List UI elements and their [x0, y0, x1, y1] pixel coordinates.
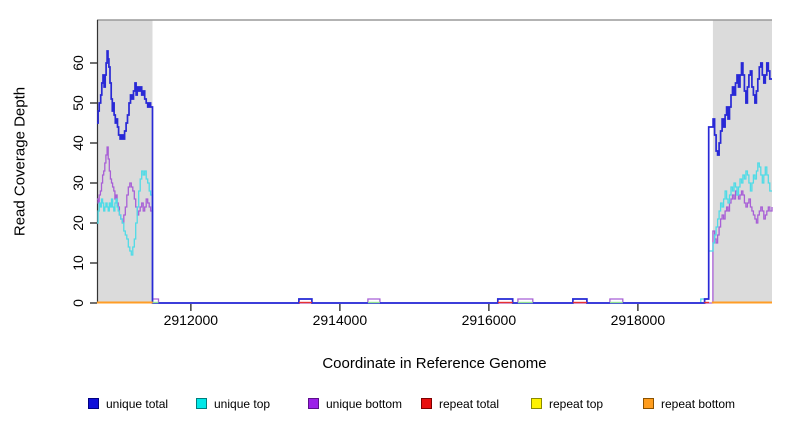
y-tick-label: 30 [70, 175, 86, 191]
legend-swatch-icon [196, 398, 207, 409]
x-tick-label: 2918000 [610, 312, 666, 328]
legend-label: repeat bottom [661, 397, 736, 411]
x-tick-label: 2916000 [461, 312, 517, 328]
y-tick-label: 60 [70, 55, 86, 71]
x-tick-label: 2912000 [163, 312, 219, 328]
series-unique-top-line [97, 162, 772, 304]
y-tick-label: 50 [70, 95, 86, 111]
legend-swatch-icon [88, 398, 99, 409]
legend-label: unique top [214, 397, 271, 411]
legend-label: repeat total [439, 397, 500, 411]
legend-swatch-icon [531, 398, 542, 409]
legend-swatch-icon [643, 398, 654, 409]
legend-item: unique bottom [308, 397, 402, 411]
x-axis-title: Coordinate in Reference Genome [322, 355, 547, 372]
y-tick-label: 0 [70, 299, 86, 307]
legend-swatch-icon [308, 398, 319, 409]
legend-item: repeat total [421, 397, 499, 411]
legend-item: repeat bottom [643, 397, 735, 411]
y-axis-title: Read Coverage Depth [11, 86, 29, 237]
series-unique-total-line [97, 50, 772, 304]
x-tick-label: 2914000 [312, 312, 368, 328]
y-tick-label: 10 [70, 255, 86, 271]
legend-label: unique total [106, 397, 169, 411]
y-tick-label: 40 [70, 135, 86, 151]
legend-item: unique top [196, 397, 270, 411]
legend-item: unique total [88, 397, 168, 411]
legend-item: repeat top [531, 397, 603, 411]
y-tick-label: 20 [70, 215, 86, 231]
legend-swatch-icon [421, 398, 432, 409]
legend-label: unique bottom [326, 397, 403, 411]
series-unique-bottom-line [97, 146, 773, 304]
legend-label: repeat top [549, 397, 604, 411]
